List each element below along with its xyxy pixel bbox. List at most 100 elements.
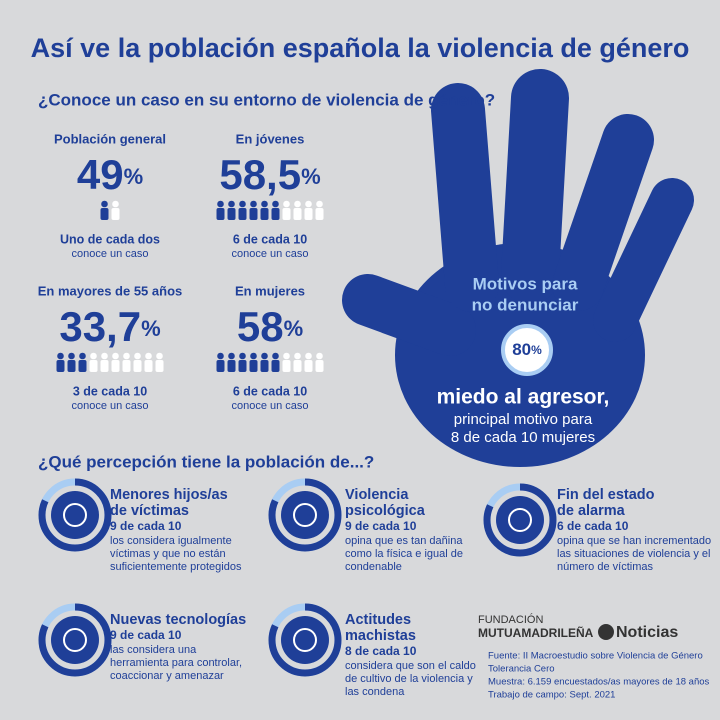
- person-head: [250, 200, 257, 208]
- person-body: [282, 208, 291, 220]
- icon-disc: [281, 491, 329, 539]
- stat-unit: %: [124, 164, 144, 189]
- person-body: [216, 360, 225, 372]
- person-body: [260, 360, 269, 372]
- person-head: [217, 200, 224, 208]
- person-head: [68, 352, 75, 360]
- stat-number: 58: [237, 303, 284, 350]
- person-body: [315, 208, 324, 220]
- person-body: [133, 360, 142, 372]
- item-stat: 9 de cada 10: [110, 519, 182, 533]
- person-head: [228, 352, 235, 360]
- logo-top: FUNDACIÓN: [478, 613, 543, 626]
- person-head: [283, 200, 290, 208]
- person-icon: [282, 352, 291, 372]
- person-icon: [271, 200, 280, 220]
- icon-glyph: [293, 503, 317, 527]
- person-body: [271, 360, 280, 372]
- item-line: de cultivo de la violencia y: [345, 673, 473, 685]
- person-head: [261, 200, 268, 208]
- person-head: [239, 200, 246, 208]
- source-line: Tolerancia Cero: [488, 664, 555, 675]
- question: ¿Conoce un caso en su entorno de violenc…: [38, 90, 495, 109]
- person-head: [239, 352, 246, 360]
- item-line: las condena: [345, 686, 405, 698]
- icon-glyph: [63, 503, 87, 527]
- badge: [501, 324, 553, 376]
- hand-unit: %: [531, 343, 542, 357]
- item-line: las situaciones de violencia y el: [557, 548, 710, 560]
- person-head: [272, 200, 279, 208]
- stat-value: 58%: [237, 303, 303, 350]
- person-icon: [227, 200, 236, 220]
- stat-note: conoce un caso: [231, 400, 308, 412]
- stat-label: Población general: [54, 131, 166, 146]
- icon-ring-fill: [483, 483, 557, 557]
- hand-title: Motivos para: [473, 274, 578, 293]
- person-body: [216, 208, 225, 220]
- person-head: [101, 352, 108, 360]
- person-icon: [216, 200, 225, 220]
- source-line: Fuente: II Macroestudio sobre Violencia …: [488, 651, 703, 662]
- person-head: [283, 352, 290, 360]
- person-body: [100, 208, 109, 220]
- person-head: [156, 352, 163, 360]
- stat-note: conoce un caso: [71, 400, 148, 412]
- stat-caption: 6 de cada 10: [233, 232, 307, 246]
- person-head: [101, 200, 108, 208]
- person-icon: [67, 352, 76, 372]
- stat-label: En mayores de 55 años: [38, 283, 183, 298]
- person-icon: [111, 200, 120, 220]
- person-head: [57, 352, 64, 360]
- hand-value: 80%: [512, 340, 542, 359]
- person-head: [123, 352, 130, 360]
- person-head: [217, 352, 224, 360]
- person-icon: [304, 200, 313, 220]
- person-icon: [133, 352, 142, 372]
- stat-label: En jóvenes: [236, 131, 305, 146]
- person-icon: [122, 352, 131, 372]
- person-icon: [293, 200, 302, 220]
- person-icon: [293, 352, 302, 372]
- stat-caption: Uno de cada dos: [60, 232, 160, 246]
- person-icon: [216, 352, 225, 372]
- source-line: Muestra: 6.159 encuestados/as mayores de…: [488, 677, 710, 688]
- person-head: [134, 352, 141, 360]
- person-head: [112, 352, 119, 360]
- person-icon: [100, 352, 109, 372]
- person-body: [271, 208, 280, 220]
- icon-glyph: [293, 628, 317, 652]
- item-stat: 6 de cada 10: [557, 519, 629, 533]
- person-icon: [78, 352, 87, 372]
- item-title: de víctimas: [110, 503, 189, 519]
- person-icon: [249, 352, 258, 372]
- hand-headline: miedo al agresor,: [437, 386, 610, 409]
- person-body: [293, 360, 302, 372]
- person-body: [155, 360, 164, 372]
- item-stat: 9 de cada 10: [345, 519, 417, 533]
- person-icon: [227, 352, 236, 372]
- person-body: [111, 208, 120, 220]
- item-title: Violencia: [345, 487, 409, 503]
- stat-caption: 6 de cada 10: [233, 384, 307, 398]
- item-line: opina que es tan dañina: [345, 535, 463, 547]
- item-line: opina que se han incrementado: [557, 535, 711, 547]
- item-line: condenable: [345, 561, 402, 573]
- item-line: las considera una: [110, 644, 197, 656]
- person-icon: [260, 352, 269, 372]
- brand-mark: [598, 624, 614, 640]
- icon-disc: [51, 491, 99, 539]
- person-body: [56, 360, 65, 372]
- stat-number: 49: [77, 151, 124, 198]
- person-head: [145, 352, 152, 360]
- icon-disc: [51, 616, 99, 664]
- item-title: Menores hijos/as: [110, 487, 228, 503]
- person-icon: [304, 352, 313, 372]
- person-icon: [260, 200, 269, 220]
- person-head: [305, 200, 312, 208]
- hand-line: 8 de cada 10 mujeres: [451, 429, 595, 446]
- person-icon: [238, 352, 247, 372]
- icon-glyph: [63, 628, 87, 652]
- icon-glyph: [508, 508, 532, 532]
- person-body: [122, 360, 131, 372]
